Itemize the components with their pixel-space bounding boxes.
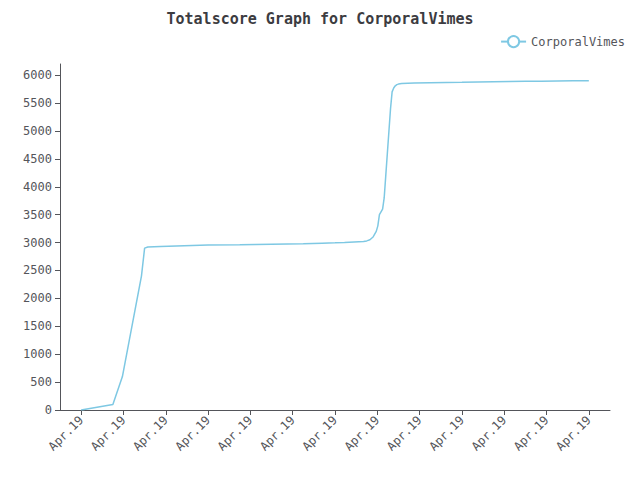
svg-text:Apr.19: Apr.19 <box>426 413 467 454</box>
svg-text:Apr.19: Apr.19 <box>299 413 340 454</box>
svg-text:Apr.19: Apr.19 <box>46 413 87 454</box>
svg-text:3000: 3000 <box>23 236 52 250</box>
svg-text:1000: 1000 <box>23 347 52 361</box>
svg-text:Apr.19: Apr.19 <box>469 413 510 454</box>
svg-text:Apr.19: Apr.19 <box>384 413 425 454</box>
svg-text:Apr.19: Apr.19 <box>257 413 298 454</box>
svg-text:CorporalVimes: CorporalVimes <box>531 35 625 49</box>
svg-text:5000: 5000 <box>23 124 52 138</box>
svg-text:Apr.19: Apr.19 <box>88 413 129 454</box>
svg-text:6000: 6000 <box>23 68 52 82</box>
svg-text:4000: 4000 <box>23 180 52 194</box>
svg-text:Apr.19: Apr.19 <box>215 413 256 454</box>
svg-text:Apr.19: Apr.19 <box>511 413 552 454</box>
svg-text:Totalscore Graph for CorporalV: Totalscore Graph for CorporalVimes <box>166 10 473 28</box>
svg-text:Apr.19: Apr.19 <box>342 413 383 454</box>
svg-text:4500: 4500 <box>23 152 52 166</box>
svg-text:Apr.19: Apr.19 <box>173 413 214 454</box>
svg-text:Apr.19: Apr.19 <box>553 413 594 454</box>
svg-text:3500: 3500 <box>23 208 52 222</box>
svg-text:500: 500 <box>30 375 52 389</box>
svg-text:0: 0 <box>45 403 52 417</box>
svg-text:5500: 5500 <box>23 96 52 110</box>
svg-text:2500: 2500 <box>23 263 52 277</box>
svg-text:1500: 1500 <box>23 319 52 333</box>
svg-text:Apr.19: Apr.19 <box>130 413 171 454</box>
svg-text:2000: 2000 <box>23 291 52 305</box>
